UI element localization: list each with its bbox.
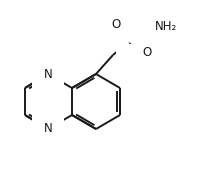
Text: O: O (111, 17, 120, 31)
Text: S: S (127, 33, 134, 46)
Text: N: N (43, 68, 52, 80)
Text: NH₂: NH₂ (154, 20, 176, 32)
Text: O: O (142, 46, 151, 60)
Text: N: N (43, 122, 52, 136)
